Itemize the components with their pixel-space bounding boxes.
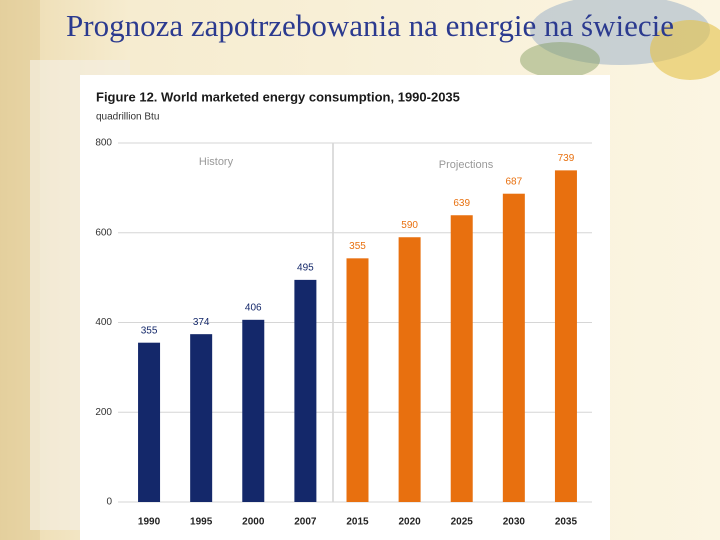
value-label: 739 <box>558 153 575 164</box>
x-tick-label: 2030 <box>503 517 526 528</box>
x-tick-label: 2025 <box>451 517 474 528</box>
x-tick-label: 1995 <box>190 517 213 528</box>
period-label: History <box>199 156 234 168</box>
y-tick-label: 0 <box>106 497 112 508</box>
period-label: Projections <box>439 159 494 171</box>
value-label: 495 <box>297 263 314 274</box>
x-tick-label: 1990 <box>138 517 161 528</box>
bar <box>398 237 421 503</box>
chart-subtitle: quadrillion Btu <box>96 112 159 123</box>
value-label: 406 <box>245 302 262 313</box>
slide-title: Prognoza zapotrzebowania na energie na ś… <box>66 8 674 43</box>
y-tick-label: 800 <box>95 138 112 149</box>
value-label: 687 <box>505 176 522 187</box>
flower-decoration <box>650 20 720 80</box>
chart-title: Figure 12. World marketed energy consump… <box>96 89 460 104</box>
bar <box>450 215 473 502</box>
bar <box>346 258 369 502</box>
value-label: 355 <box>141 325 158 336</box>
chart-box: Figure 12. World marketed energy consump… <box>80 75 610 540</box>
leaf-decoration <box>520 42 600 78</box>
x-tick-label: 2020 <box>398 517 421 528</box>
value-label: 374 <box>193 317 210 328</box>
x-tick-label: 2015 <box>346 517 369 528</box>
value-label: 355 <box>349 241 366 252</box>
x-tick-label: 2035 <box>555 517 578 528</box>
x-tick-label: 2000 <box>242 517 265 528</box>
bar <box>190 334 213 502</box>
bar <box>294 279 317 502</box>
y-tick-label: 200 <box>95 407 112 418</box>
value-label: 590 <box>401 220 418 231</box>
bar <box>502 193 525 503</box>
bar <box>554 170 577 502</box>
bar <box>138 342 161 502</box>
bar <box>242 319 265 502</box>
y-tick-label: 400 <box>95 317 112 328</box>
x-tick-label: 2007 <box>294 517 317 528</box>
value-label: 639 <box>453 198 470 209</box>
y-tick-label: 600 <box>95 227 112 238</box>
